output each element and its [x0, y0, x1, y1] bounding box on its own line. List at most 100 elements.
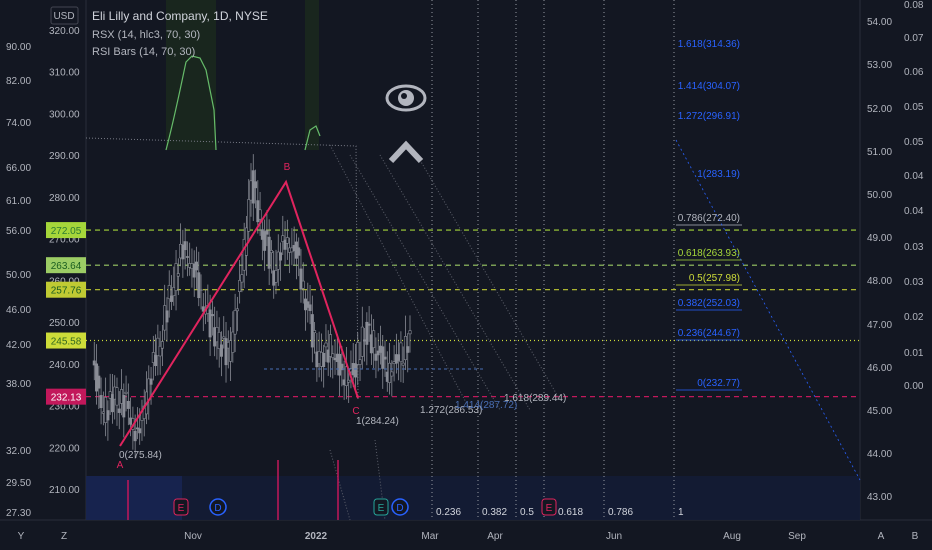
candle-body: [374, 353, 378, 361]
left-axis-outer-label: 66.00: [6, 163, 31, 174]
right-axis-inner-label: 51.00: [867, 147, 892, 158]
svg-text:1: 1: [678, 507, 684, 518]
right-axis-outer-label: 0.05: [904, 102, 924, 113]
candle-body: [174, 263, 178, 291]
candle-body: [235, 308, 239, 312]
svg-text:D: D: [214, 503, 221, 514]
left-axis-inner-label: 250.00: [49, 318, 80, 329]
candle-body: [194, 261, 198, 271]
candle-body: [115, 387, 119, 406]
currency-badge[interactable]: USD: [50, 6, 79, 25]
fib-level-labels: 1.618(314.36) 1.414(304.07) 1.272(296.91) 1…: [675, 39, 861, 481]
left-axis-outer-label: 61.00: [6, 196, 31, 207]
candle-body: [408, 330, 412, 335]
left-axis-outer-label: 32.00: [6, 446, 31, 457]
candle-body: [224, 338, 228, 366]
range-box: [85, 137, 359, 401]
right-axis-panel: [860, 0, 932, 520]
left-axis-inner-label: 310.00: [49, 68, 80, 79]
candle-body: [217, 332, 221, 350]
candle-body: [126, 400, 130, 409]
right-axis-outer-label: 0.00: [904, 381, 924, 392]
left-axis-outer-label: 90.00: [6, 42, 31, 53]
candle-body: [122, 395, 126, 418]
eye-icon[interactable]: [385, 84, 427, 112]
left-axis-inner-label: 290.00: [49, 151, 80, 162]
right-axis-inner-label: 45.00: [867, 406, 892, 417]
price-tag: 245.58: [46, 332, 86, 349]
candle-body: [222, 336, 226, 339]
indicator-rsx-label[interactable]: RSX (14, hlc3, 70, 30): [92, 29, 200, 41]
time-axis-label: Nov: [184, 531, 202, 542]
time-axis[interactable]: Nov 2022 Mar Apr Jun Aug Sep: [184, 531, 806, 542]
svg-text:E: E: [378, 503, 385, 514]
corner-button-z: Z: [61, 531, 67, 542]
rsx-line: [165, 55, 321, 151]
earnings-marker-1[interactable]: E: [173, 498, 189, 516]
svg-text:245.58: 245.58: [51, 337, 82, 348]
earnings-marker-3[interactable]: E: [541, 498, 557, 516]
bottom-axis-panel: [0, 520, 932, 550]
channel-lines: [329, 144, 561, 521]
right-axis-inner-label: 47.00: [867, 320, 892, 331]
time-axis-label: Jun: [606, 531, 622, 542]
dividend-marker-2[interactable]: D: [391, 498, 409, 516]
left-axis-inner-label: 320.00: [49, 26, 80, 37]
candle-body: [367, 323, 371, 326]
candle-body: [133, 430, 137, 442]
candle-body: [406, 346, 410, 353]
candle-body: [197, 272, 201, 299]
right-axis-inner-label: 54.00: [867, 17, 892, 28]
left-axis-outer-label: 56.00: [6, 226, 31, 237]
candle-body: [219, 344, 223, 357]
right-axis-outer-label: 0.03: [904, 242, 924, 253]
candle-body: [183, 241, 187, 251]
time-axis-label: Apr: [487, 531, 503, 542]
time-axis-label: Sep: [788, 531, 806, 542]
left-axis-outer-label: 38.00: [6, 379, 31, 390]
right-price-axis[interactable]: 0.08 0.07 0.06 0.05 0.05 0.04 0.04 0.03 0.03 0.02…: [867, 0, 924, 503]
dividend-marker-1[interactable]: D: [209, 498, 227, 516]
chevron-up-icon[interactable]: [388, 140, 424, 164]
right-axis-outer-label: 0.03: [904, 277, 924, 288]
corner-button-y: Y: [18, 531, 25, 542]
candle-body: [97, 375, 101, 389]
candle-body: [92, 360, 96, 366]
fib-level-label: 0.382(252.03): [678, 298, 740, 309]
left-axis-outer-label: 74.00: [6, 118, 31, 129]
fib-level-label: 0.786(272.40): [678, 213, 740, 224]
indicator-rsi-bars-label[interactable]: RSI Bars (14, 70, 30): [92, 46, 195, 58]
candle-body: [233, 310, 237, 335]
left-price-tags: 272.05 263.64 257.76 245.58 232.13: [46, 222, 86, 405]
right-axis-outer-label: 0.05: [904, 137, 924, 148]
right-axis-inner-label: 52.00: [867, 104, 892, 115]
corner-buttons[interactable]: Y Z A B: [18, 531, 919, 542]
price-tag: 272.05: [46, 222, 86, 239]
ext1-label: 1.272(286.53): [420, 405, 482, 416]
right-axis-outer-label: 0.06: [904, 67, 924, 78]
candle-body: [185, 256, 189, 258]
candle-body: [154, 354, 158, 367]
candle-body: [331, 353, 335, 358]
left-axis-outer-label: 29.50: [6, 478, 31, 489]
right-axis-outer-label: 0.04: [904, 171, 924, 182]
candle-body: [340, 363, 344, 371]
ext2-label: 1.414(287.72): [455, 400, 517, 411]
candle-body: [356, 342, 360, 365]
candle-body: [240, 274, 244, 283]
candle-body: [170, 295, 174, 302]
fib-level-label: 1.618(314.36): [678, 39, 740, 50]
candle-body: [254, 181, 258, 189]
earnings-marker-2[interactable]: E: [373, 498, 389, 516]
left-axis-outer-label: 46.00: [6, 305, 31, 316]
candle-body: [231, 331, 235, 353]
candle-body: [104, 397, 108, 423]
svg-text:257.76: 257.76: [51, 286, 82, 297]
candle-body: [269, 250, 273, 254]
svg-text:D: D: [396, 503, 403, 514]
candle-body: [165, 310, 169, 323]
candle-body: [110, 394, 114, 413]
candle-body: [192, 263, 196, 278]
candle-body: [283, 239, 287, 250]
